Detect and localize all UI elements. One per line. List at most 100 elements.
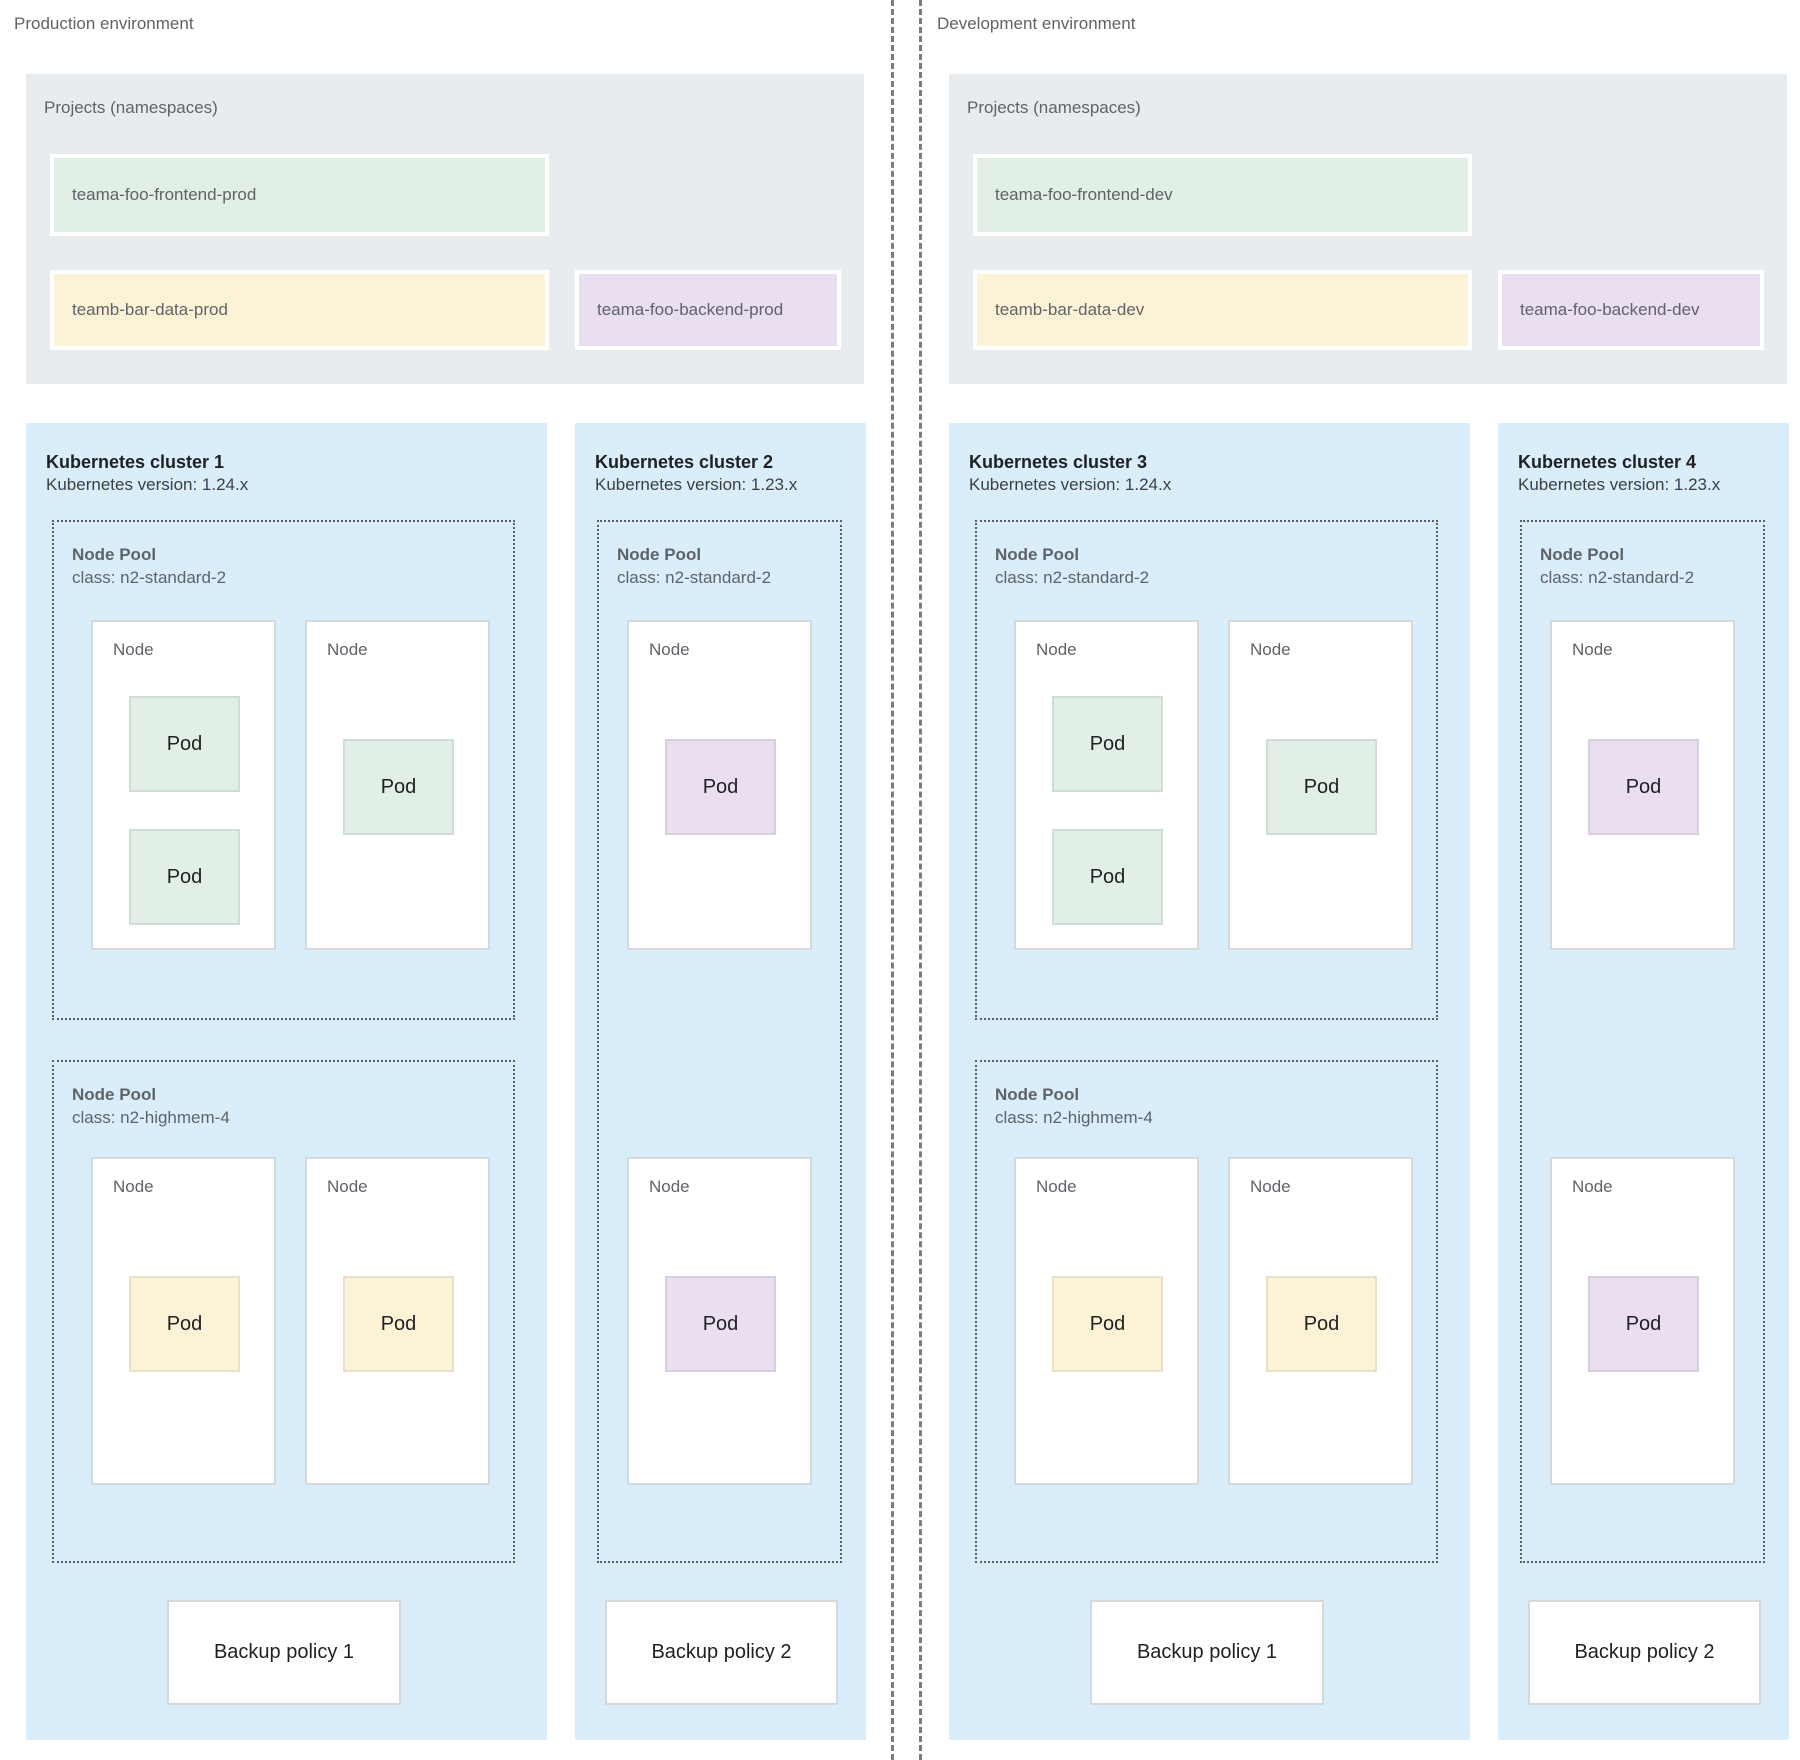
namespace-label: teama-foo-frontend-prod: [72, 185, 257, 204]
pod-box-purple: Pod: [1588, 1276, 1699, 1372]
pod-label: Pod: [380, 775, 417, 798]
kubernetes-cluster-card: Kubernetes cluster 3 Kubernetes version: …: [949, 423, 1470, 1740]
cluster-title: Kubernetes cluster 2: [595, 452, 774, 472]
pod-box-green: Pod: [343, 739, 454, 835]
node-label: Node: [1572, 1177, 1613, 1196]
node-label: Node: [649, 1177, 690, 1196]
pod-label: Pod: [166, 1312, 203, 1335]
cluster-title: Kubernetes cluster 1: [46, 452, 225, 472]
node-pool-name: Node Pool: [72, 545, 157, 564]
node-box: Node Pod Pod: [1014, 620, 1199, 950]
namespace-box-green: teama-foo-frontend-prod: [50, 154, 549, 236]
environment-label: Development environment: [937, 14, 1136, 33]
pod-label: Pod: [1303, 1312, 1340, 1335]
node-pool: Node Pool class: n2-highmem-4 Node Pod Node P…: [975, 1060, 1438, 1563]
node-pool-label: Node Pool class: n2-highmem-4: [995, 1084, 1153, 1130]
node-pool-name: Node Pool: [1540, 545, 1625, 564]
node-label: Node: [327, 640, 368, 659]
cluster-header: Kubernetes cluster 3 Kubernetes version: …: [969, 451, 1171, 496]
namespace-box-yellow: teamb-bar-data-prod: [50, 270, 549, 350]
projects-title: Projects (namespaces): [967, 98, 1141, 117]
node-pool-label: Node Pool class: n2-standard-2: [72, 544, 226, 590]
node-pool-class: class: n2-highmem-4: [72, 1107, 230, 1127]
namespace-label: teamb-bar-data-dev: [995, 300, 1145, 319]
node-label: Node: [1036, 1177, 1077, 1196]
pod-label: Pod: [1625, 1312, 1662, 1335]
pod-box-green: Pod: [1266, 739, 1377, 835]
node-label: Node: [327, 1177, 368, 1196]
namespace-label: teama-foo-backend-dev: [1520, 300, 1700, 319]
kubernetes-cluster-card: Kubernetes cluster 1 Kubernetes version: …: [26, 423, 547, 1740]
node-pool-label: Node Pool class: n2-standard-2: [617, 544, 771, 590]
pod-box-purple: Pod: [665, 739, 776, 835]
pod-box-yellow: Pod: [1266, 1276, 1377, 1372]
node-pool-name: Node Pool: [995, 545, 1080, 564]
node-label: Node: [1572, 640, 1613, 659]
pod-label: Pod: [1089, 1312, 1126, 1335]
cluster-version: Kubernetes version: 1.24.x: [969, 475, 1172, 495]
node-box: Node Pod: [627, 620, 812, 950]
node-box: Node Pod: [305, 1157, 490, 1485]
node-box: Node Pod: [305, 620, 490, 950]
node-box: Node Pod: [91, 1157, 276, 1485]
pod-box-yellow: Pod: [1052, 1276, 1163, 1372]
node-pool: Node Pool class: n2-standard-2 Node Pod Pod N…: [52, 520, 515, 1020]
node-box: Node Pod: [1550, 1157, 1735, 1485]
cluster-title: Kubernetes cluster 3: [969, 452, 1148, 472]
node-pool-class: class: n2-standard-2: [617, 567, 772, 587]
pod-box-purple: Pod: [665, 1276, 776, 1372]
backup-policy-label: Backup policy 2: [1574, 1641, 1715, 1663]
projects-namespaces-box: Projects (namespaces) teama-foo-frontend-…: [949, 74, 1787, 384]
node-pool-name: Node Pool: [72, 1085, 157, 1104]
pod-label: Pod: [702, 1312, 739, 1335]
node-box: Node Pod: [1228, 1157, 1413, 1485]
pod-label: Pod: [166, 865, 203, 888]
pod-label: Pod: [1089, 732, 1126, 755]
cluster-header: Kubernetes cluster 4 Kubernetes version: …: [1518, 451, 1720, 496]
node-pool-name: Node Pool: [995, 1085, 1080, 1104]
node-pool: Node Pool class: n2-standard-2 Node Pod Node…: [597, 520, 842, 1563]
pod-label: Pod: [1625, 775, 1662, 798]
cluster-version: Kubernetes version: 1.23.x: [1518, 475, 1721, 495]
pod-label: Pod: [380, 1312, 417, 1335]
node-pool-class: class: n2-standard-2: [995, 567, 1150, 587]
namespace-box-yellow: teamb-bar-data-dev: [973, 270, 1472, 350]
namespace-box-purple: teama-foo-backend-prod: [575, 270, 841, 350]
backup-policy-label: Backup policy 2: [651, 1641, 792, 1663]
node-pool: Node Pool class: n2-standard-2 Node Pod Node…: [1520, 520, 1765, 1563]
node-pool-class: class: n2-highmem-4: [995, 1107, 1153, 1127]
environment-column-development: Development environment Projects (namespa…: [937, 0, 1790, 1760]
environment-column-production: Production environment Projects (namespac…: [14, 0, 867, 1760]
node-pool-label: Node Pool class: n2-standard-2: [995, 544, 1149, 590]
node-label: Node: [113, 640, 154, 659]
pod-label: Pod: [1303, 775, 1340, 798]
pod-box-green: Pod: [1052, 829, 1163, 925]
pod-box-yellow: Pod: [343, 1276, 454, 1372]
node-label: Node: [1250, 1177, 1291, 1196]
backup-policy-box: Backup policy 1: [1090, 1600, 1324, 1705]
pod-label: Pod: [1089, 865, 1126, 888]
cluster-header: Kubernetes cluster 1 Kubernetes version: …: [46, 451, 248, 496]
node-pool-class: class: n2-standard-2: [1540, 567, 1695, 587]
node-box: Node Pod: [627, 1157, 812, 1485]
namespace-box-purple: teama-foo-backend-dev: [1498, 270, 1764, 350]
cluster-title: Kubernetes cluster 4: [1518, 452, 1697, 472]
environment-divider-line: [891, 0, 894, 1760]
namespace-box-green: teama-foo-frontend-dev: [973, 154, 1472, 236]
pod-box-green: Pod: [129, 696, 240, 792]
cluster-version: Kubernetes version: 1.23.x: [595, 475, 798, 495]
backup-policy-box: Backup policy 2: [605, 1600, 838, 1705]
node-box: Node Pod: [1014, 1157, 1199, 1485]
node-label: Node: [1250, 640, 1291, 659]
node-box: Node Pod: [1228, 620, 1413, 950]
environment-divider-line: [919, 0, 922, 1760]
pod-box-green: Pod: [129, 829, 240, 925]
backup-policy-label: Backup policy 1: [213, 1641, 355, 1663]
cluster-version: Kubernetes version: 1.24.x: [46, 475, 249, 495]
node-box: Node Pod Pod: [91, 620, 276, 950]
node-pool-class: class: n2-standard-2: [72, 567, 227, 587]
projects-title: Projects (namespaces): [44, 98, 218, 117]
namespace-label: teamb-bar-data-prod: [72, 300, 228, 319]
pod-label: Pod: [702, 775, 739, 798]
